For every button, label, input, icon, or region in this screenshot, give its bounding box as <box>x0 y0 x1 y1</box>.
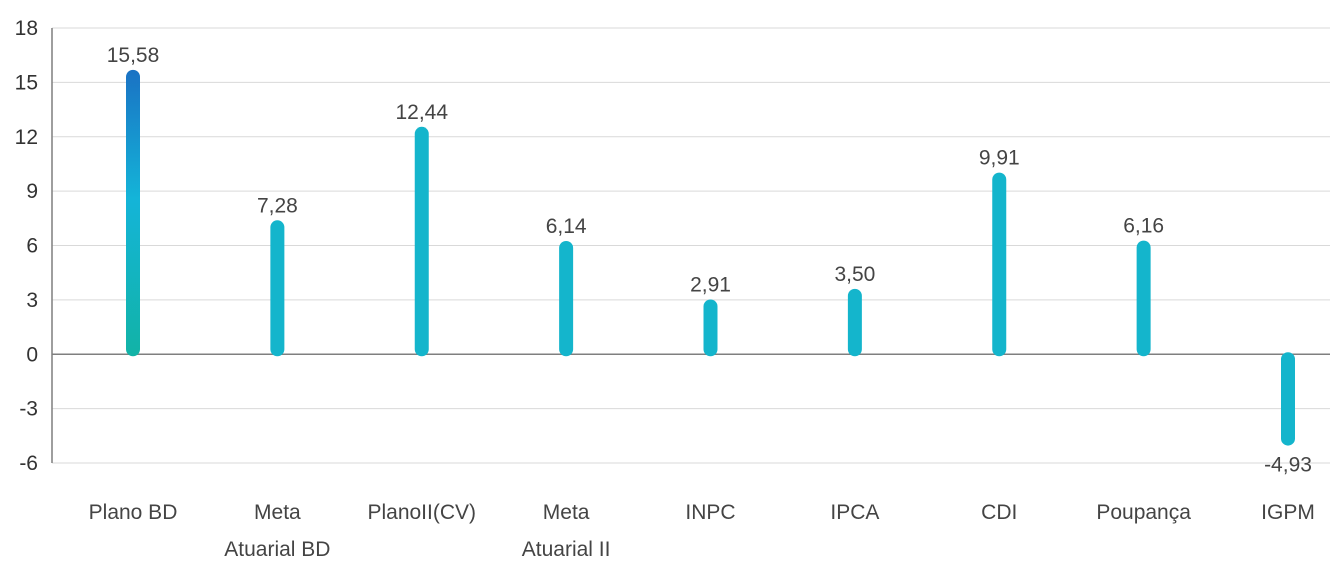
y-tick-label: -3 <box>19 398 38 421</box>
bar <box>703 299 718 357</box>
y-tick-label: 15 <box>15 71 38 94</box>
category-label: Meta <box>543 501 590 524</box>
bar <box>559 240 574 357</box>
value-label: 9,91 <box>979 147 1020 170</box>
value-label: 3,50 <box>834 263 875 286</box>
category-label: Atuarial BD <box>224 538 330 561</box>
y-tick-label: 18 <box>15 17 38 40</box>
bars <box>126 69 1295 446</box>
bar <box>126 69 140 357</box>
y-tick-label: 12 <box>15 126 38 149</box>
bar <box>992 172 1007 357</box>
category-labels: Plano BD Meta Atuarial BD PlanoII(CV) Meta At… <box>89 501 1315 561</box>
category-label: PlanoII(CV) <box>367 501 476 524</box>
value-label: 6,14 <box>546 215 587 238</box>
value-label: 12,44 <box>395 101 448 124</box>
category-label: Plano BD <box>89 501 178 524</box>
gridlines <box>52 27 1330 464</box>
value-label: 7,28 <box>257 194 298 217</box>
bar <box>1281 352 1295 446</box>
y-tick-label: 9 <box>26 180 38 203</box>
y-tick-label: 3 <box>26 289 38 312</box>
category-label: IPCA <box>830 501 879 524</box>
value-label: 2,91 <box>690 274 731 297</box>
bar <box>1136 240 1151 357</box>
value-label: -4,93 <box>1264 454 1312 477</box>
category-label: CDI <box>981 501 1017 524</box>
y-tick-label: 0 <box>26 343 38 366</box>
bar <box>847 288 862 357</box>
value-label: 6,16 <box>1123 215 1164 238</box>
category-label: Atuarial II <box>522 538 611 561</box>
value-label: 15,58 <box>107 44 160 67</box>
category-label: INPC <box>685 501 735 524</box>
y-tick-label: 6 <box>26 235 38 258</box>
category-label: Meta <box>254 501 301 524</box>
y-tick-label: -6 <box>19 452 38 475</box>
value-labels: 15,58 7,28 12,44 6,14 2,91 3,50 9,91 6,16 -4,93 <box>107 44 1312 477</box>
bar <box>270 220 285 357</box>
category-label: Poupança <box>1096 501 1191 524</box>
y-axis-ticks: 18 15 12 9 6 3 0 -3 -6 <box>15 17 38 475</box>
category-label: IGPM <box>1261 501 1315 524</box>
bar <box>414 126 429 357</box>
